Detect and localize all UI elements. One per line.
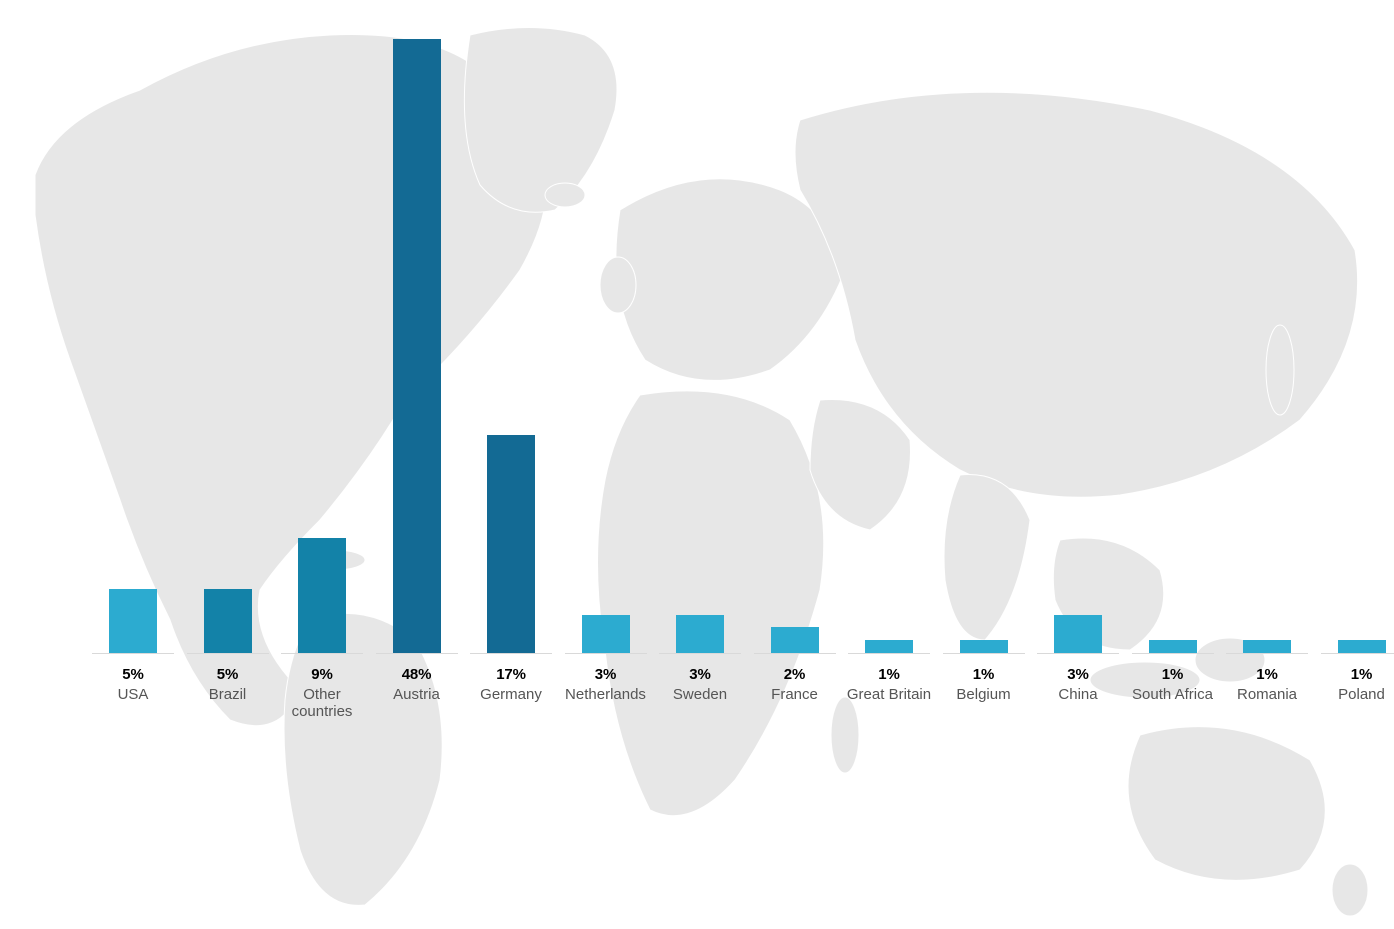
bar-rect <box>109 589 157 653</box>
bar-rect <box>393 39 441 653</box>
bar <box>771 627 819 653</box>
bar-percent: 1% <box>934 666 1034 683</box>
bar <box>1054 615 1102 653</box>
bar <box>676 615 724 653</box>
baseline-segment <box>848 653 930 654</box>
baseline-segment <box>281 653 363 654</box>
baseline-segment <box>1037 653 1119 654</box>
baseline-segment <box>470 653 552 654</box>
bar-rect <box>487 435 535 653</box>
bar-rect <box>1243 640 1291 653</box>
bar <box>1338 640 1386 653</box>
bar-rect <box>771 627 819 653</box>
baseline-segment <box>565 653 647 654</box>
bar-percent: 2% <box>745 666 845 683</box>
baseline-segment <box>92 653 174 654</box>
bar <box>865 640 913 653</box>
bar <box>1243 640 1291 653</box>
bar-percent: 3% <box>556 666 656 683</box>
bar-percent: 1% <box>1217 666 1317 683</box>
bar-percent: 1% <box>839 666 939 683</box>
bar-rect <box>1054 615 1102 653</box>
bar-rect <box>1338 640 1386 653</box>
bar-rect <box>676 615 724 653</box>
bar <box>1149 640 1197 653</box>
baseline-segment <box>754 653 836 654</box>
bar <box>582 615 630 653</box>
baseline-segment <box>1321 653 1394 654</box>
bar-percent: 3% <box>650 666 750 683</box>
bar-percent: 1% <box>1123 666 1223 683</box>
bar-label: Poland <box>1302 686 1394 703</box>
bar <box>487 435 535 653</box>
bar-rect <box>298 538 346 653</box>
bar-rect <box>960 640 1008 653</box>
baseline-segment <box>1132 653 1214 654</box>
baseline-segment <box>1226 653 1308 654</box>
bar-percent: 9% <box>272 666 372 683</box>
baseline-segment <box>187 653 269 654</box>
baseline-segment <box>943 653 1025 654</box>
bar <box>109 589 157 653</box>
bar-percent: 1% <box>1312 666 1394 683</box>
bar-percent: 3% <box>1028 666 1128 683</box>
bar-percent: 5% <box>83 666 183 683</box>
baseline-segment <box>659 653 741 654</box>
bar-rect <box>1149 640 1197 653</box>
bar <box>393 39 441 653</box>
bar-percent: 5% <box>178 666 278 683</box>
bar-rect <box>582 615 630 653</box>
country-bar-chart: 5%USA5%Brazil9%Other countries48%Austria… <box>0 0 1394 929</box>
bar-percent: 17% <box>461 666 561 683</box>
bar <box>298 538 346 653</box>
bar <box>960 640 1008 653</box>
bar-percent: 48% <box>367 666 467 683</box>
bar-rect <box>204 589 252 653</box>
bar-rect <box>865 640 913 653</box>
baseline-segment <box>376 653 458 654</box>
bar <box>204 589 252 653</box>
